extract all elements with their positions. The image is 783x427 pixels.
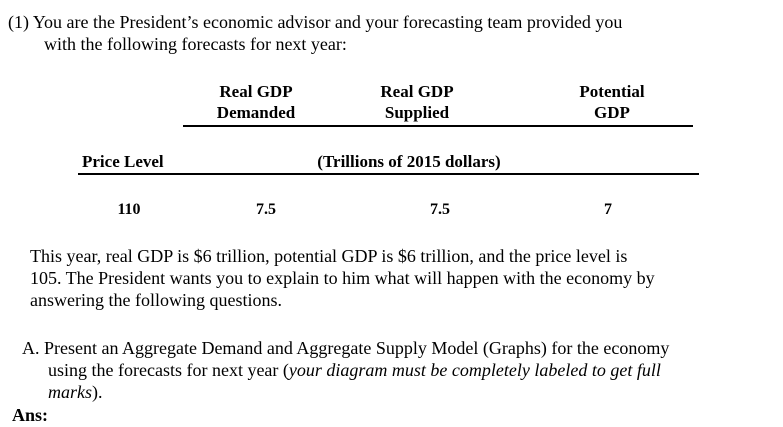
intro-line-1: (1) You are the President’s economic adv… xyxy=(8,12,623,32)
price-level-label: Price Level xyxy=(82,152,164,171)
header-rgdp-demanded-line-2: Demanded xyxy=(216,103,296,122)
question-a-line-2-plain: using the forecasts for next year ( xyxy=(48,360,289,380)
cell-price-level: 110 xyxy=(117,201,141,218)
intro-line-2: with the following forecasts for next ye… xyxy=(44,34,347,54)
cell-potential-gdp: 7 xyxy=(604,201,612,218)
header-potential-line-2: GDP xyxy=(594,103,630,122)
cell-rgdp-demanded: 7.5 xyxy=(256,201,276,218)
header-rule xyxy=(183,125,693,127)
question-a-line-1: A. Present an Aggregate Demand and Aggre… xyxy=(22,338,670,358)
header-rgdp-supplied-line-1: Real GDP xyxy=(380,82,454,101)
header-rgdp-supplied-line-2: Supplied xyxy=(384,103,450,122)
question-a-line-3-plain: ). xyxy=(92,382,103,402)
paragraph-line-1: This year, real GDP is $6 trillion, pote… xyxy=(30,246,628,266)
question-a-line-3-italic: marks xyxy=(48,382,92,402)
cell-rgdp-supplied: 7.5 xyxy=(430,201,450,218)
question-a-line-2: using the forecasts for next year (your … xyxy=(48,360,661,380)
header-rgdp-demanded-line-1: Real GDP xyxy=(219,82,293,101)
subheader-rule xyxy=(78,173,699,175)
paragraph-line-2: 105. The President wants you to explain … xyxy=(30,268,655,288)
question-a-line-2-italic: your diagram must be completely labeled … xyxy=(288,360,661,380)
header-potential-line-1: Potential xyxy=(579,82,645,101)
question-a-line-3: marks). xyxy=(48,382,103,402)
units-label: (Trillions of 2015 dollars) xyxy=(317,152,501,171)
answer-label: Ans: xyxy=(12,405,49,425)
paragraph-line-3: answering the following questions. xyxy=(30,290,282,310)
